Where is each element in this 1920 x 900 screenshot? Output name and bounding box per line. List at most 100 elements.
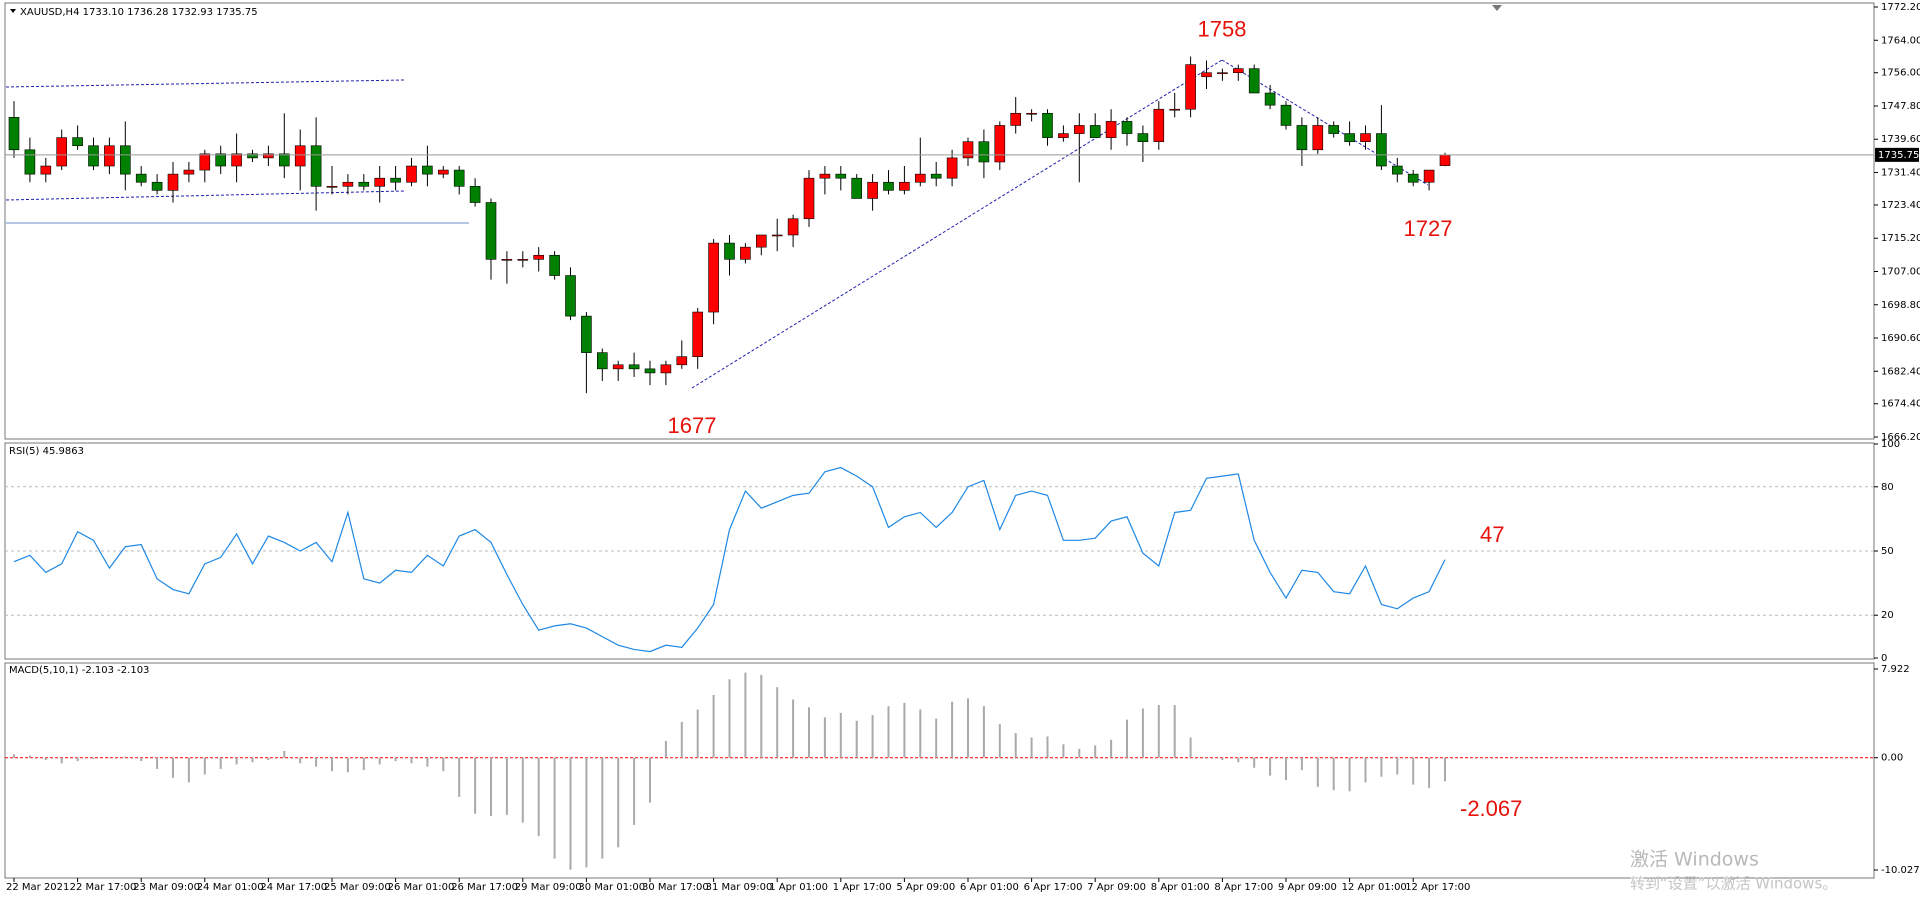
macd-bar bbox=[1046, 736, 1049, 758]
macd-bar bbox=[553, 757, 556, 859]
annotation: 1677 bbox=[668, 413, 717, 438]
candle-body bbox=[294, 145, 306, 167]
macd-bar bbox=[251, 757, 254, 763]
macd-bar bbox=[474, 757, 477, 814]
macd-bar bbox=[537, 757, 540, 837]
x-tick-label: 30 Mar 01:00 bbox=[578, 882, 645, 893]
y-tick-label: 1756.00 bbox=[1881, 68, 1920, 79]
menu-arrow bbox=[10, 9, 16, 13]
macd-bar bbox=[823, 717, 826, 758]
macd-bar bbox=[871, 715, 874, 758]
candle-body bbox=[883, 181, 894, 191]
x-tick-label: 9 Apr 09:00 bbox=[1278, 882, 1337, 893]
macd-bar bbox=[521, 757, 524, 823]
macd-bar bbox=[108, 757, 111, 759]
y-tick-label: 1707.00 bbox=[1881, 266, 1920, 277]
macd-bar bbox=[982, 706, 985, 758]
y-tick-label: 20 bbox=[1881, 610, 1894, 621]
candle-body bbox=[1169, 108, 1180, 111]
candle-body bbox=[1423, 169, 1435, 183]
macd-bar bbox=[13, 754, 15, 758]
x-tick-label: 1 Apr 01:00 bbox=[769, 882, 828, 893]
candle-body bbox=[724, 242, 735, 260]
candle-body bbox=[310, 145, 322, 187]
candle-body bbox=[374, 177, 386, 187]
macd-bar bbox=[903, 702, 906, 758]
x-tick-label: 24 Mar 17:00 bbox=[260, 882, 327, 893]
candle-body bbox=[199, 153, 211, 171]
macd-bar bbox=[315, 757, 318, 767]
candle-body bbox=[1026, 112, 1037, 115]
y-tick-label: 80 bbox=[1881, 482, 1894, 493]
macd-bar bbox=[410, 757, 413, 764]
annotation: 1727 bbox=[1404, 216, 1453, 241]
macd-bar bbox=[1285, 757, 1287, 781]
macd-bar bbox=[1253, 757, 1256, 768]
x-tick-label: 5 Apr 09:00 bbox=[896, 882, 955, 893]
macd-bar bbox=[442, 757, 445, 772]
candle-body bbox=[740, 246, 751, 260]
macd-bar bbox=[1269, 757, 1272, 776]
macd-bar bbox=[633, 757, 636, 825]
candle-body bbox=[946, 157, 958, 179]
macd-bar bbox=[346, 757, 349, 773]
macd-bar bbox=[505, 757, 508, 815]
macd-bar bbox=[776, 687, 779, 758]
candle-body bbox=[56, 137, 68, 167]
candle-body bbox=[533, 254, 545, 260]
x-tick-label: 6 Apr 01:00 bbox=[960, 882, 1019, 893]
macd-bar bbox=[28, 755, 31, 758]
candle-body bbox=[708, 242, 719, 313]
candle-body bbox=[612, 364, 624, 370]
macd-bar bbox=[458, 757, 461, 797]
candle-body bbox=[1153, 108, 1165, 142]
candle-body bbox=[501, 259, 513, 261]
candle-body bbox=[104, 145, 115, 167]
macd-bar bbox=[1078, 748, 1081, 758]
y-tick-label: 1723.40 bbox=[1881, 200, 1920, 211]
macd-bar bbox=[267, 757, 270, 760]
candle-body bbox=[771, 234, 783, 237]
watermark: 激活 Windows bbox=[1630, 849, 1759, 871]
candle-body bbox=[899, 181, 910, 191]
x-tick-label: 31 Mar 09:00 bbox=[706, 882, 773, 893]
candle-body bbox=[755, 234, 767, 248]
candle-body bbox=[151, 181, 163, 191]
candle-body bbox=[1328, 125, 1339, 134]
macd-bar bbox=[967, 698, 969, 758]
candle-body bbox=[72, 137, 83, 147]
x-tick-label: 7 Apr 09:00 bbox=[1087, 882, 1146, 893]
macd-bar bbox=[760, 674, 763, 758]
macd-bar bbox=[1380, 757, 1383, 777]
x-tick-label: 6 Apr 17:00 bbox=[1024, 882, 1083, 893]
candle-body bbox=[215, 153, 226, 167]
macd-bar bbox=[219, 757, 222, 769]
macd-bar bbox=[1412, 757, 1415, 785]
macd-bar bbox=[1428, 757, 1431, 788]
candle-body bbox=[676, 356, 688, 366]
candle-body bbox=[1137, 133, 1149, 142]
candle-body bbox=[1248, 68, 1260, 94]
macd-bar bbox=[951, 701, 954, 758]
candle-body bbox=[867, 181, 878, 199]
macd-bar bbox=[1332, 757, 1335, 791]
candle-body bbox=[485, 202, 497, 260]
y-tick-label: -10.027 bbox=[1881, 865, 1920, 876]
candle-body bbox=[692, 311, 704, 357]
candle-body bbox=[914, 173, 926, 183]
macd-bar bbox=[156, 757, 159, 769]
macd-bar bbox=[283, 750, 286, 758]
macd-bar bbox=[1205, 757, 1208, 759]
macd-bar bbox=[92, 757, 95, 759]
last-price-box bbox=[1875, 147, 1919, 162]
candle-body bbox=[1439, 154, 1451, 166]
y-tick-label: 50 bbox=[1881, 546, 1894, 557]
x-tick-label: 25 Mar 09:00 bbox=[324, 882, 391, 893]
candle-body bbox=[1392, 165, 1403, 175]
candle-body bbox=[581, 315, 592, 353]
macd-bar bbox=[919, 709, 922, 758]
x-tick-label: 1 Apr 17:00 bbox=[833, 882, 892, 893]
y-tick-label: 1772.20 bbox=[1881, 2, 1920, 13]
y-tick-label: 7.922 bbox=[1881, 664, 1910, 675]
